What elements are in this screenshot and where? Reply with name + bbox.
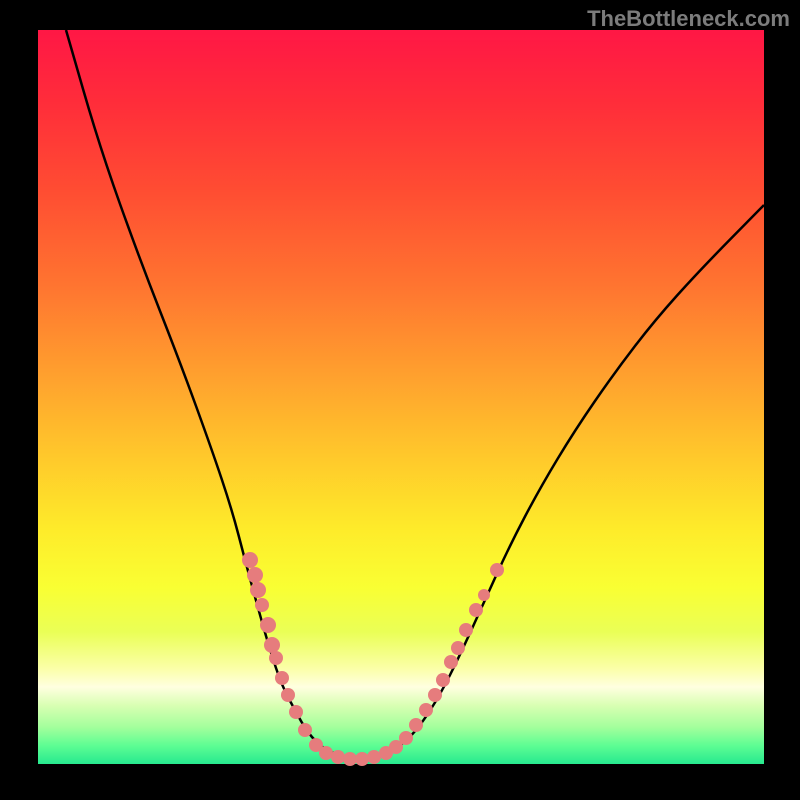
data-marker — [469, 603, 483, 617]
data-marker — [275, 671, 289, 685]
data-marker — [343, 752, 357, 766]
data-marker — [319, 746, 333, 760]
data-marker — [260, 617, 276, 633]
data-marker — [355, 752, 369, 766]
data-marker — [289, 705, 303, 719]
data-marker — [451, 641, 465, 655]
data-marker — [444, 655, 458, 669]
data-marker — [409, 718, 423, 732]
data-marker — [428, 688, 442, 702]
data-marker — [490, 563, 504, 577]
data-marker — [298, 723, 312, 737]
data-marker — [331, 750, 345, 764]
plot-background — [38, 30, 764, 764]
data-marker — [264, 637, 280, 653]
data-marker — [281, 688, 295, 702]
data-marker — [459, 623, 473, 637]
data-marker — [419, 703, 433, 717]
watermark-text: TheBottleneck.com — [587, 6, 790, 32]
data-marker — [242, 552, 258, 568]
chart-container: TheBottleneck.com — [0, 0, 800, 800]
data-marker — [269, 651, 283, 665]
data-marker — [250, 582, 266, 598]
bottleneck-curve-chart — [0, 0, 800, 800]
data-marker — [255, 598, 269, 612]
data-marker — [247, 567, 263, 583]
data-marker — [436, 673, 450, 687]
data-marker — [367, 750, 381, 764]
data-marker — [399, 731, 413, 745]
data-marker — [478, 589, 490, 601]
